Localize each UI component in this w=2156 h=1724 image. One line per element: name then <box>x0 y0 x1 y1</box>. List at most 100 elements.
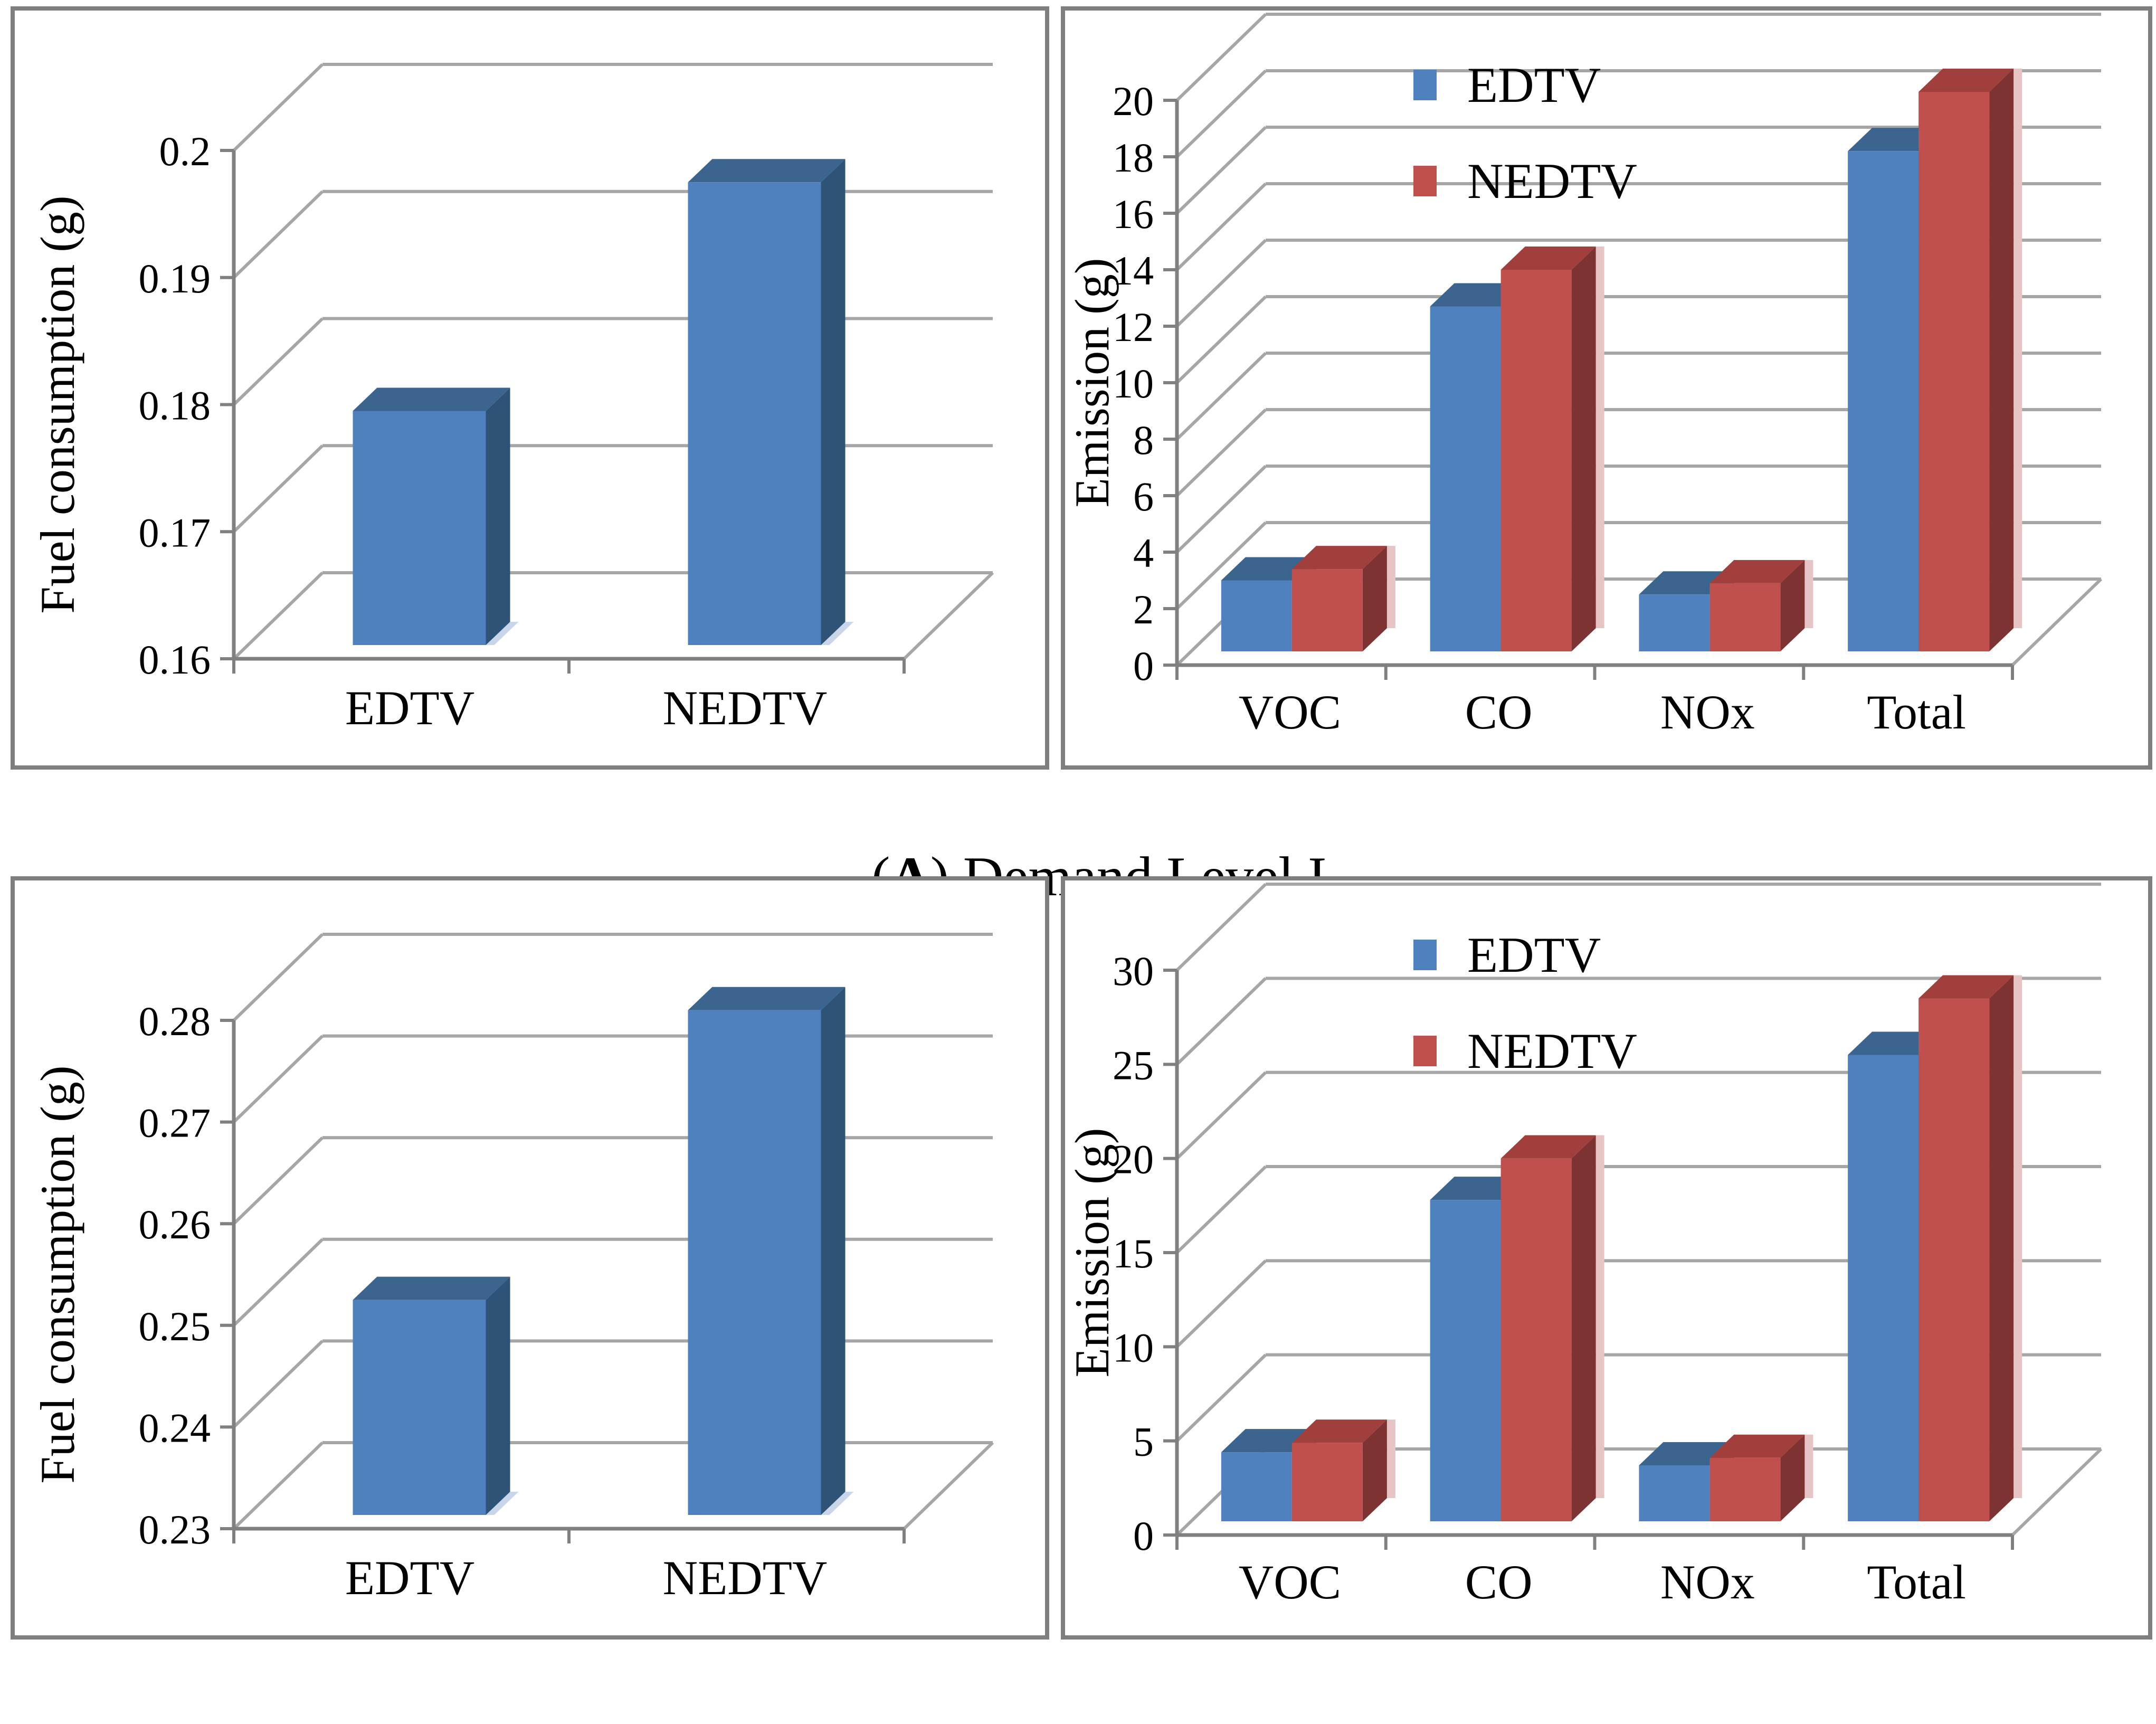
category-label: NOx <box>1660 685 1755 739</box>
y-tick-label: 0.26 <box>139 1201 211 1247</box>
gridline-depth-segment <box>1175 13 1267 102</box>
bar-Fuel consumption-EDTV <box>353 1300 486 1515</box>
y-tick-label: 10 <box>1113 1324 1154 1370</box>
category-label: NEDTV <box>663 1551 828 1605</box>
y-tick-label: 4 <box>1133 530 1154 576</box>
legend-swatch-EDTV <box>1413 70 1437 100</box>
gridline-depth-segment <box>1175 1353 1267 1442</box>
gridline-depth-segment <box>1175 239 1267 328</box>
gridline-depth-segment <box>232 933 324 1022</box>
bar-EDTV-NOx <box>1639 1465 1710 1521</box>
legend-swatch-NEDTV <box>1413 166 1437 196</box>
gridline-depth-segment <box>1175 352 1267 441</box>
bar-EDTV-Total <box>1848 151 1919 651</box>
y-axis-title: Emission (g) <box>1065 1128 1119 1378</box>
floor-right-edge <box>903 571 994 660</box>
y-tick-label: 30 <box>1113 948 1154 994</box>
panel-fuel-demand-level-1: 0.16 0.17 0.18 0.19 0.2 EDTV NEDTV Fuel consump… <box>11 6 1049 770</box>
category-label: VOC <box>1239 1555 1341 1609</box>
panel-emission-demand-level-2: 0 5 10 15 20 25 30 VOC CO NOx Total Emission (g) EDT… <box>1061 876 2152 1640</box>
bar-side-shadow <box>2013 975 2022 1498</box>
bar-EDTV-VOC <box>1221 580 1292 651</box>
legend-swatch-EDTV <box>1413 940 1437 970</box>
y-tick-label: 20 <box>1113 78 1154 124</box>
bar-NEDTV-Total <box>1918 998 1990 1521</box>
bar-top-face-NEDTV-CO <box>1500 247 1596 270</box>
y-tick-label: 0.27 <box>139 1100 211 1146</box>
floor-right-edge <box>2011 577 2103 667</box>
bar-side-face-Fuel consumption-NEDTV <box>821 987 846 1515</box>
bar-top-face-NEDTV-CO <box>1500 1135 1596 1159</box>
panel-emission-demand-level-1: 0 2 4 6 8 10 12 14 16 18 20 VOC CO NOx Total Emission (… <box>1061 6 2152 770</box>
bar-EDTV-NOx <box>1639 594 1710 651</box>
y-tick-label: 0.18 <box>139 383 211 429</box>
y-tick-label: 14 <box>1113 248 1154 293</box>
floor-right-edge <box>2011 1447 2103 1537</box>
gridline-depth-segment <box>1175 1071 1267 1160</box>
bar-NEDTV-Total <box>1918 91 1990 652</box>
bar-Fuel consumption-NEDTV <box>688 1010 821 1515</box>
bar-side-face-Fuel consumption-NEDTV <box>821 159 846 645</box>
bar-EDTV-CO <box>1430 306 1501 651</box>
y-tick-label: 0.19 <box>139 255 211 301</box>
bar-top-face-NEDTV-NOx <box>1709 1434 1805 1458</box>
y-tick-label: 8 <box>1133 417 1154 463</box>
fuel-chart-demand-level-2: 0.23 0.24 0.25 0.26 0.27 0.28 EDTV NEDTV Fuel co… <box>31 933 994 1605</box>
panel-fuel-demand-level-2: 0.23 0.24 0.25 0.26 0.27 0.28 EDTV NEDTV Fuel co… <box>11 876 1049 1640</box>
caption-letter: B <box>882 1716 920 1724</box>
bar-base-shadow <box>821 622 854 645</box>
y-axis-title: Fuel consumption (g) <box>31 195 84 613</box>
category-label: NOx <box>1660 1555 1755 1609</box>
legend-label: EDTV <box>1467 57 1601 113</box>
bar-EDTV-Total <box>1848 1055 1919 1521</box>
floor-right-edge <box>903 1441 994 1530</box>
gridline-depth-segment <box>232 1340 324 1428</box>
category-label: EDTV <box>345 1551 474 1605</box>
bar-top-face-NEDTV-NOx <box>1709 560 1805 583</box>
caption-demand-level-2: (B) Demand Level II. <box>0 1650 2156 1724</box>
bar-side-face-NEDTV-VOC <box>1362 546 1387 651</box>
y-tick-label: 0.25 <box>139 1303 211 1349</box>
gridline-depth-segment <box>1175 977 1267 1066</box>
category-label: NEDTV <box>663 681 828 735</box>
bar-NEDTV-VOC <box>1291 1443 1363 1521</box>
bar-side-shadow <box>2013 68 2022 629</box>
y-tick-label: 16 <box>1113 191 1154 237</box>
y-tick-label: 2 <box>1133 586 1154 632</box>
bar-NEDTV-NOx <box>1709 1457 1781 1521</box>
gridline-depth-segment <box>232 1035 324 1123</box>
bar-side-shadow <box>1386 1419 1395 1498</box>
bar-side-face-NEDTV-CO <box>1571 1135 1596 1521</box>
gridline-depth-segment <box>1175 1165 1267 1254</box>
bar-top-face-NEDTV-VOC <box>1291 1419 1387 1443</box>
y-tick-label: 0.23 <box>139 1507 211 1552</box>
bar-top-face-Fuel consumption-NEDTV <box>688 987 846 1010</box>
bar-top-face-Fuel consumption-EDTV <box>353 1276 510 1300</box>
gridline-depth-segment <box>1175 126 1267 215</box>
y-tick-label: 0.28 <box>139 998 211 1044</box>
gridline-depth-segment <box>1175 408 1267 497</box>
caption-paren-close: ) <box>919 1716 952 1724</box>
gridline-depth-segment <box>1175 182 1267 271</box>
gridline-depth-segment <box>232 1238 324 1327</box>
gridline-depth-segment <box>1175 69 1267 158</box>
bar-NEDTV-NOx <box>1709 583 1781 651</box>
legend-label: NEDTV <box>1467 153 1637 209</box>
y-axis-title: Fuel consumption (g) <box>31 1065 84 1483</box>
bar-side-face-NEDTV-VOC <box>1362 1419 1387 1521</box>
bar-side-shadow <box>1595 247 1604 628</box>
y-tick-label: 0 <box>1133 1513 1154 1559</box>
bar-top-face-NEDTV-VOC <box>1291 546 1387 570</box>
gridline-depth-segment <box>232 444 324 533</box>
gridline-depth-segment <box>232 1441 324 1530</box>
category-label: CO <box>1465 1555 1533 1609</box>
bar-side-face-NEDTV-NOx <box>1780 560 1805 651</box>
bar-EDTV-CO <box>1430 1200 1501 1521</box>
bar-side-shadow <box>1804 560 1813 628</box>
y-tick-label: 0 <box>1133 643 1154 689</box>
gridline-depth-segment <box>1175 521 1267 610</box>
bar-side-face-NEDTV-Total <box>1989 975 2014 1521</box>
legend-label: EDTV <box>1467 927 1601 983</box>
gridline-depth-segment <box>232 571 324 660</box>
bar-side-shadow <box>1386 546 1395 628</box>
